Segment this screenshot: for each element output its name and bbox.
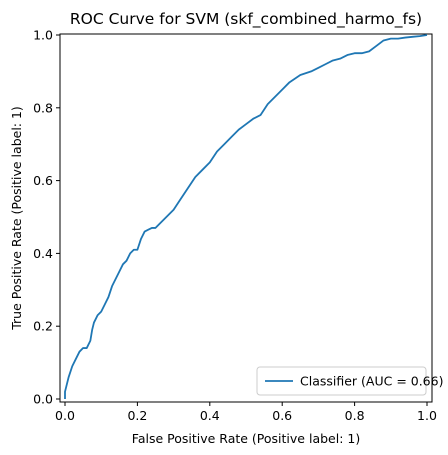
roc-curve-line (64, 34, 428, 399)
x-tick-label: 0.6 (272, 408, 292, 423)
y-axis-label: True Positive Rate (Positive label: 1) (9, 106, 24, 331)
legend: Classifier (AUC = 0.66) (256, 366, 443, 396)
y-tick-label: 0.0 (33, 392, 53, 407)
plot-area: 0.0 0.2 0.4 0.6 0.8 1.0 0.0 0.2 0.4 0.6 0.8 1.0 (33, 28, 437, 424)
plot-frame (59, 33, 433, 403)
x-tick-label: 0.8 (345, 408, 365, 423)
x-tick-label: 0.0 (55, 408, 75, 423)
y-axis-ticks: 0.0 0.2 0.4 0.6 0.8 1.0 (33, 28, 60, 407)
y-tick-label: 0.8 (33, 100, 53, 115)
x-tick-label: 0.4 (200, 408, 220, 423)
x-axis-ticks: 0.0 0.2 0.4 0.6 0.8 1.0 (55, 402, 437, 423)
x-tick-label: 0.2 (127, 408, 147, 423)
legend-label: Classifier (AUC = 0.66) (300, 374, 443, 389)
x-axis-label: False Positive Rate (Positive label: 1) (132, 431, 360, 446)
legend-box (256, 366, 427, 396)
y-tick-label: 1.0 (33, 28, 53, 43)
y-tick-label: 0.4 (33, 246, 53, 261)
y-tick-label: 0.2 (33, 319, 53, 334)
chart-title: ROC Curve for SVM (skf_combined_harmo_fs… (70, 10, 422, 29)
x-tick-label: 1.0 (417, 408, 437, 423)
y-tick-label: 0.6 (33, 173, 53, 188)
